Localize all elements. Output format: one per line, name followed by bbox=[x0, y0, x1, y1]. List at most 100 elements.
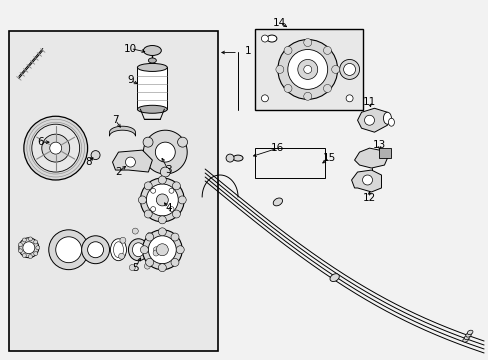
Circle shape bbox=[275, 66, 283, 73]
Text: 14: 14 bbox=[273, 18, 286, 28]
Circle shape bbox=[22, 253, 26, 257]
Circle shape bbox=[156, 244, 168, 256]
Circle shape bbox=[156, 194, 168, 206]
Circle shape bbox=[171, 258, 179, 266]
Text: 16: 16 bbox=[271, 143, 284, 153]
Circle shape bbox=[144, 182, 152, 190]
Circle shape bbox=[23, 242, 35, 254]
Ellipse shape bbox=[383, 112, 390, 124]
Circle shape bbox=[323, 85, 331, 93]
Circle shape bbox=[277, 40, 337, 99]
Text: 11: 11 bbox=[362, 97, 375, 107]
Circle shape bbox=[287, 50, 327, 89]
Ellipse shape bbox=[132, 243, 144, 257]
Polygon shape bbox=[354, 148, 386, 168]
Circle shape bbox=[138, 196, 146, 204]
Ellipse shape bbox=[113, 242, 123, 258]
Circle shape bbox=[28, 255, 32, 258]
Circle shape bbox=[303, 66, 311, 73]
Circle shape bbox=[125, 157, 135, 167]
Circle shape bbox=[34, 240, 38, 244]
Text: 7: 7 bbox=[112, 115, 119, 125]
Ellipse shape bbox=[137, 105, 167, 113]
Circle shape bbox=[343, 63, 355, 75]
Polygon shape bbox=[357, 108, 386, 132]
Circle shape bbox=[364, 115, 374, 125]
Circle shape bbox=[323, 46, 331, 54]
Circle shape bbox=[147, 232, 153, 238]
Text: 3: 3 bbox=[164, 165, 171, 175]
Circle shape bbox=[150, 188, 155, 193]
Ellipse shape bbox=[128, 239, 148, 261]
Text: 2: 2 bbox=[115, 167, 122, 177]
Circle shape bbox=[129, 265, 135, 270]
Circle shape bbox=[148, 236, 176, 264]
Circle shape bbox=[261, 35, 268, 42]
Text: 6: 6 bbox=[38, 137, 44, 147]
Circle shape bbox=[178, 196, 186, 204]
Circle shape bbox=[346, 95, 352, 102]
Circle shape bbox=[303, 39, 311, 46]
Circle shape bbox=[331, 66, 339, 73]
Circle shape bbox=[160, 167, 170, 177]
Polygon shape bbox=[143, 130, 187, 174]
Circle shape bbox=[81, 236, 109, 264]
Circle shape bbox=[261, 95, 268, 102]
Circle shape bbox=[284, 85, 291, 93]
Circle shape bbox=[169, 188, 174, 193]
Ellipse shape bbox=[148, 58, 156, 63]
Circle shape bbox=[34, 252, 38, 256]
Circle shape bbox=[91, 150, 100, 159]
Circle shape bbox=[142, 230, 182, 270]
Polygon shape bbox=[109, 126, 135, 136]
Ellipse shape bbox=[266, 35, 276, 42]
Circle shape bbox=[225, 154, 234, 162]
Circle shape bbox=[155, 142, 175, 162]
Bar bbox=[9, 31, 218, 351]
Circle shape bbox=[22, 238, 26, 242]
Circle shape bbox=[56, 237, 81, 263]
Text: 8: 8 bbox=[85, 157, 92, 167]
Bar bbox=[254, 28, 362, 110]
Circle shape bbox=[158, 228, 166, 236]
Circle shape bbox=[36, 246, 40, 250]
Circle shape bbox=[19, 243, 22, 247]
Circle shape bbox=[362, 175, 372, 185]
Text: 5: 5 bbox=[132, 263, 139, 273]
Circle shape bbox=[150, 207, 155, 212]
Circle shape bbox=[145, 258, 153, 266]
Polygon shape bbox=[112, 150, 152, 172]
Bar bbox=[254, 148, 324, 178]
Circle shape bbox=[158, 264, 166, 272]
Text: 1: 1 bbox=[244, 45, 251, 55]
Circle shape bbox=[32, 124, 80, 172]
Circle shape bbox=[176, 246, 184, 254]
Circle shape bbox=[19, 238, 39, 258]
Circle shape bbox=[120, 237, 125, 243]
Circle shape bbox=[143, 137, 153, 147]
Text: 10: 10 bbox=[123, 44, 137, 54]
Circle shape bbox=[172, 182, 180, 190]
Circle shape bbox=[153, 247, 159, 253]
Bar bbox=[137, 67, 167, 109]
Ellipse shape bbox=[467, 330, 472, 334]
Circle shape bbox=[284, 46, 291, 54]
Ellipse shape bbox=[463, 335, 469, 339]
Circle shape bbox=[339, 59, 359, 80]
Circle shape bbox=[144, 263, 150, 269]
Polygon shape bbox=[351, 170, 381, 192]
Circle shape bbox=[140, 246, 148, 254]
Text: 9: 9 bbox=[127, 75, 134, 85]
Circle shape bbox=[177, 137, 187, 147]
Ellipse shape bbox=[465, 333, 470, 337]
Circle shape bbox=[140, 178, 184, 222]
Circle shape bbox=[87, 242, 103, 258]
Circle shape bbox=[303, 92, 311, 100]
Circle shape bbox=[49, 230, 88, 270]
Circle shape bbox=[41, 134, 69, 162]
Circle shape bbox=[146, 184, 178, 216]
Bar bbox=[379, 148, 390, 158]
Circle shape bbox=[50, 142, 61, 154]
Circle shape bbox=[158, 216, 166, 224]
Ellipse shape bbox=[137, 63, 167, 71]
